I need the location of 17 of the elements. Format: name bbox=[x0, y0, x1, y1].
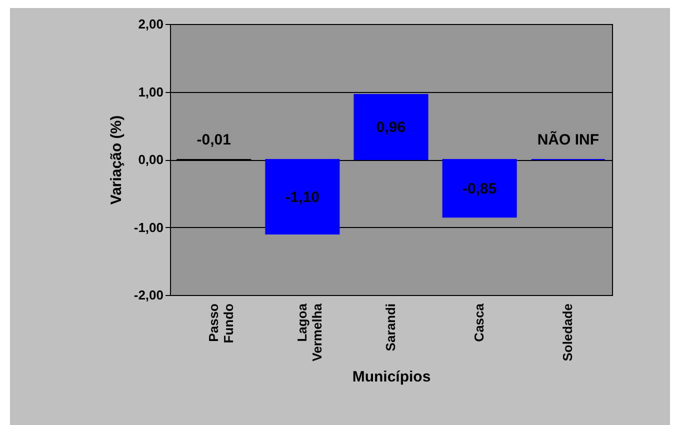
y-tick-label: -2,00 bbox=[134, 288, 164, 302]
x-tick-label: Sarandi bbox=[383, 304, 398, 352]
data-label: 0,96 bbox=[376, 118, 406, 136]
x-tick-label: Lagoa Vermelha bbox=[294, 302, 324, 362]
y-tick-label: 1,00 bbox=[138, 84, 164, 100]
x-axis-title: Municípios bbox=[352, 368, 431, 386]
y-tick-label: -1,00 bbox=[134, 220, 164, 235]
data-label: -1,10 bbox=[285, 188, 320, 206]
data-label: -0,01 bbox=[196, 132, 231, 148]
y-tick-label: 2,00 bbox=[138, 16, 164, 32]
y-tick-label: 0,00 bbox=[138, 152, 164, 167]
x-tick-label: Passo Fundo bbox=[206, 303, 236, 344]
data-label: -0,85 bbox=[462, 180, 497, 198]
x-tick-label: Soledade bbox=[560, 304, 576, 362]
y-axis-title: Variação (%) bbox=[108, 115, 125, 205]
data-label: NÃO INF bbox=[537, 130, 599, 148]
x-tick-label: Casca bbox=[472, 302, 487, 342]
